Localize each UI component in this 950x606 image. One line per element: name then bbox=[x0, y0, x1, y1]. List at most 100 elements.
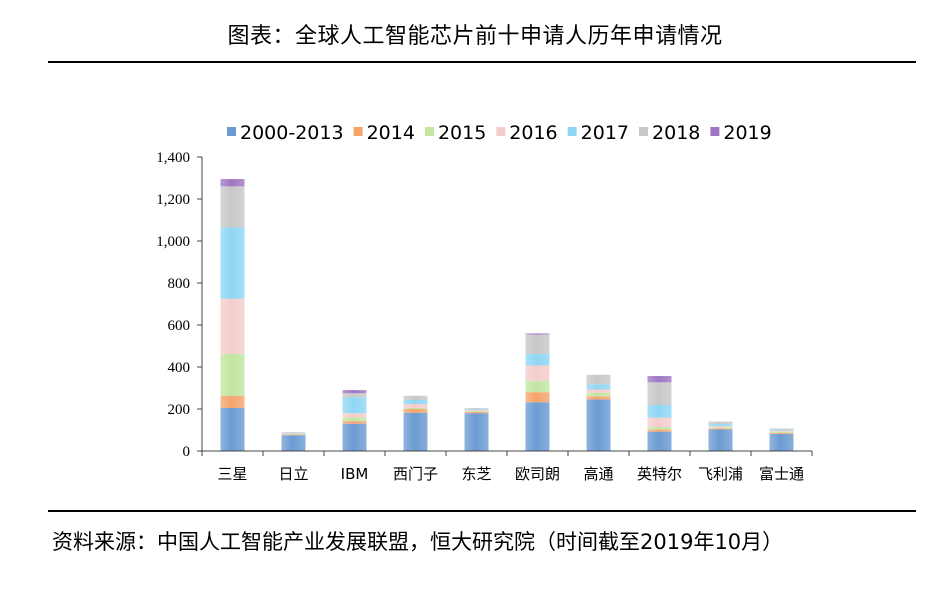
bar-segment bbox=[525, 365, 550, 381]
bar-segment bbox=[769, 433, 794, 451]
bar-segment bbox=[708, 428, 733, 430]
bar-segment bbox=[647, 431, 672, 451]
bar-segment bbox=[220, 407, 245, 451]
bar-segment bbox=[525, 333, 550, 335]
legend-swatch bbox=[227, 127, 236, 136]
legend-swatch bbox=[496, 127, 506, 136]
legend: 2000-2013 2014 2015 2016 2017 2018 2019 bbox=[227, 122, 772, 144]
bar-segment bbox=[220, 395, 245, 408]
bar-segment bbox=[769, 430, 794, 432]
bar-segment bbox=[769, 429, 794, 431]
bar-segment bbox=[586, 374, 611, 385]
x-category-label: 高通 bbox=[583, 465, 613, 483]
y-tick-label: 0 bbox=[183, 444, 191, 460]
x-category-label: 东芝 bbox=[461, 465, 491, 483]
bar-segment bbox=[220, 227, 245, 299]
bar-segment bbox=[647, 376, 672, 383]
bar-segment bbox=[586, 389, 611, 393]
bar-segment bbox=[525, 392, 550, 403]
legend-label: 2018 bbox=[652, 122, 700, 144]
y-tick-label: 1,000 bbox=[156, 234, 190, 250]
bar-segment bbox=[525, 380, 550, 393]
x-axis: 三星 日立 IBM 西门子 东芝 欧司朗 高通 英特尔 飞利浦 富士通 bbox=[201, 450, 813, 483]
bar-segment bbox=[647, 417, 672, 428]
bar-segment bbox=[708, 421, 733, 425]
bar-segment bbox=[220, 179, 245, 187]
bar-segment bbox=[403, 412, 428, 451]
legend-label: 2015 bbox=[438, 122, 486, 144]
bar-segment bbox=[647, 427, 672, 430]
y-tick-label: 200 bbox=[168, 402, 191, 418]
bar-segment bbox=[464, 410, 489, 412]
bar-segment bbox=[769, 428, 794, 430]
legend-label: 2014 bbox=[367, 122, 415, 144]
bar-segment bbox=[708, 424, 733, 427]
bar-segment bbox=[708, 426, 733, 428]
bar-segment bbox=[769, 431, 794, 433]
bar-segment bbox=[342, 423, 367, 451]
bar-segment bbox=[586, 399, 611, 451]
legend-label: 2017 bbox=[581, 122, 629, 144]
bar-segment bbox=[769, 432, 794, 434]
bar-segment bbox=[525, 402, 550, 451]
bar-segment bbox=[342, 421, 367, 424]
bar-segment bbox=[281, 432, 306, 434]
x-category-label: 英特尔 bbox=[637, 465, 682, 483]
bar-segment bbox=[281, 434, 306, 436]
bar-segment bbox=[525, 334, 550, 354]
legend-label: 2016 bbox=[509, 122, 557, 144]
bar-segment bbox=[464, 413, 489, 451]
x-category-label: IBM bbox=[341, 465, 369, 483]
x-category-label: 富士通 bbox=[759, 465, 804, 483]
bar-segment bbox=[342, 413, 367, 418]
legend-swatch bbox=[353, 127, 363, 136]
y-tick-label: 600 bbox=[168, 318, 191, 334]
bar-segment bbox=[647, 382, 672, 406]
bar-segment bbox=[342, 417, 367, 422]
bar-segment bbox=[403, 395, 428, 400]
bar-segment bbox=[464, 408, 489, 410]
legend-label: 2000-2013 bbox=[240, 122, 344, 144]
top-divider bbox=[48, 61, 916, 63]
y-tick-label: 1,400 bbox=[156, 150, 190, 166]
x-category-label: 三星 bbox=[217, 465, 247, 483]
bar-segment bbox=[586, 396, 611, 400]
bar-segment bbox=[281, 433, 306, 435]
legend-label: 2019 bbox=[723, 122, 771, 144]
bar-segment bbox=[464, 411, 489, 412]
y-axis: 0 200 400 600 800 1,000 1,200 1,400 bbox=[156, 150, 203, 460]
bar-segment bbox=[647, 429, 672, 432]
bar-segment bbox=[220, 353, 245, 396]
bar-segment bbox=[220, 186, 245, 228]
source-note: 资料来源：中国人工智能产业发展联盟，恒大研究院（时间截至2019年10月） bbox=[52, 530, 784, 554]
x-category-label: 西门子 bbox=[393, 465, 438, 483]
legend-swatch bbox=[567, 127, 577, 136]
legend-swatch bbox=[710, 127, 720, 136]
bar-segment bbox=[525, 353, 550, 366]
bar-segment bbox=[586, 392, 611, 397]
bar-segment bbox=[281, 432, 306, 433]
bar-segment bbox=[403, 399, 428, 405]
bar-segment bbox=[586, 384, 611, 390]
bottom-divider bbox=[48, 510, 916, 512]
bar-segment bbox=[342, 390, 367, 394]
bar-segment bbox=[342, 393, 367, 398]
bar-segment bbox=[403, 404, 428, 408]
bar-segment bbox=[281, 433, 306, 434]
y-tick-label: 800 bbox=[168, 276, 191, 292]
bar-segment bbox=[403, 409, 428, 413]
bar-segment bbox=[464, 409, 489, 411]
bar-segment bbox=[708, 427, 733, 429]
bars bbox=[220, 179, 794, 451]
x-category-label: 欧司朗 bbox=[515, 465, 560, 483]
y-tick-label: 1,200 bbox=[156, 192, 190, 208]
bar-segment bbox=[281, 435, 306, 451]
page-title: 图表：全球人工智能芯片前十申请人历年申请情况 bbox=[227, 24, 723, 49]
bar-segment bbox=[342, 397, 367, 414]
bar-segment bbox=[647, 405, 672, 418]
bar-segment bbox=[708, 429, 733, 451]
y-tick-label: 400 bbox=[168, 360, 191, 376]
x-category-label: 日立 bbox=[278, 465, 308, 483]
legend-swatch bbox=[424, 127, 434, 136]
